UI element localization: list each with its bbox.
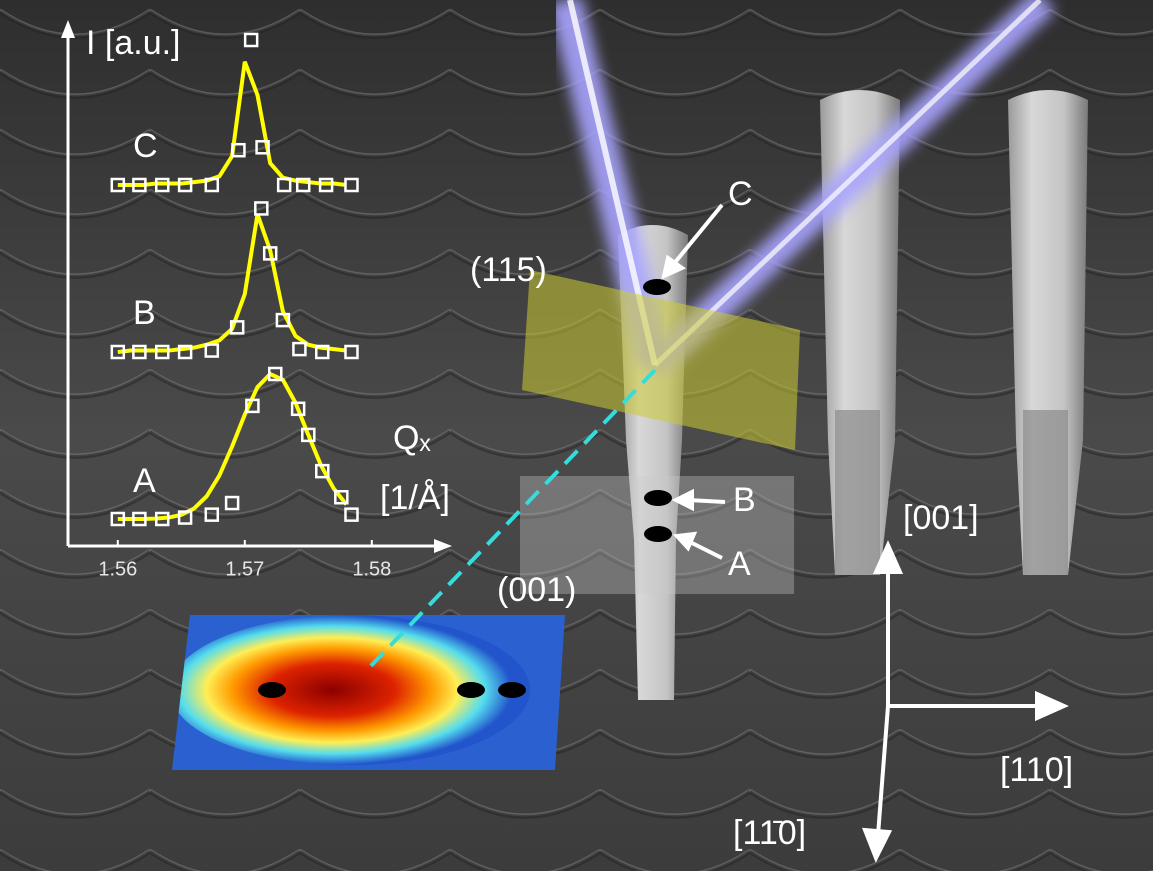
series-label: B bbox=[133, 294, 156, 332]
map-spot bbox=[457, 682, 485, 698]
x-tick-label: 1.56 bbox=[98, 558, 137, 580]
surface-texture bbox=[0, 0, 1153, 871]
x-tick-label: 1.57 bbox=[225, 558, 264, 580]
y-axis-label: I [a.u.] bbox=[86, 24, 181, 62]
pillar-base bbox=[835, 410, 880, 575]
plane-label: (001) bbox=[497, 571, 576, 609]
series-label: A bbox=[133, 462, 156, 500]
x-axis-unit: [1/Å] bbox=[380, 479, 450, 517]
point-label: C bbox=[728, 175, 753, 213]
point-label: A bbox=[728, 545, 751, 583]
direction-label: [001] bbox=[903, 499, 979, 537]
direction-label: [110] bbox=[1000, 751, 1073, 789]
spot-b bbox=[644, 490, 672, 506]
plane-label: (115) bbox=[470, 251, 547, 289]
map-spot bbox=[498, 682, 526, 698]
direction-label: [11̄0] bbox=[733, 814, 806, 852]
series-label: C bbox=[133, 127, 158, 165]
point-label: B bbox=[733, 481, 756, 519]
x-axis-label: Qₓ bbox=[393, 419, 431, 457]
spot-a bbox=[644, 526, 672, 542]
map-spot bbox=[258, 682, 286, 698]
x-tick-label: 1.58 bbox=[352, 558, 391, 580]
figure: (115) (001) C B A [001] [110] [11̄0] I [… bbox=[0, 0, 1153, 871]
spot-c bbox=[643, 279, 671, 295]
pillar-base bbox=[1023, 410, 1068, 575]
